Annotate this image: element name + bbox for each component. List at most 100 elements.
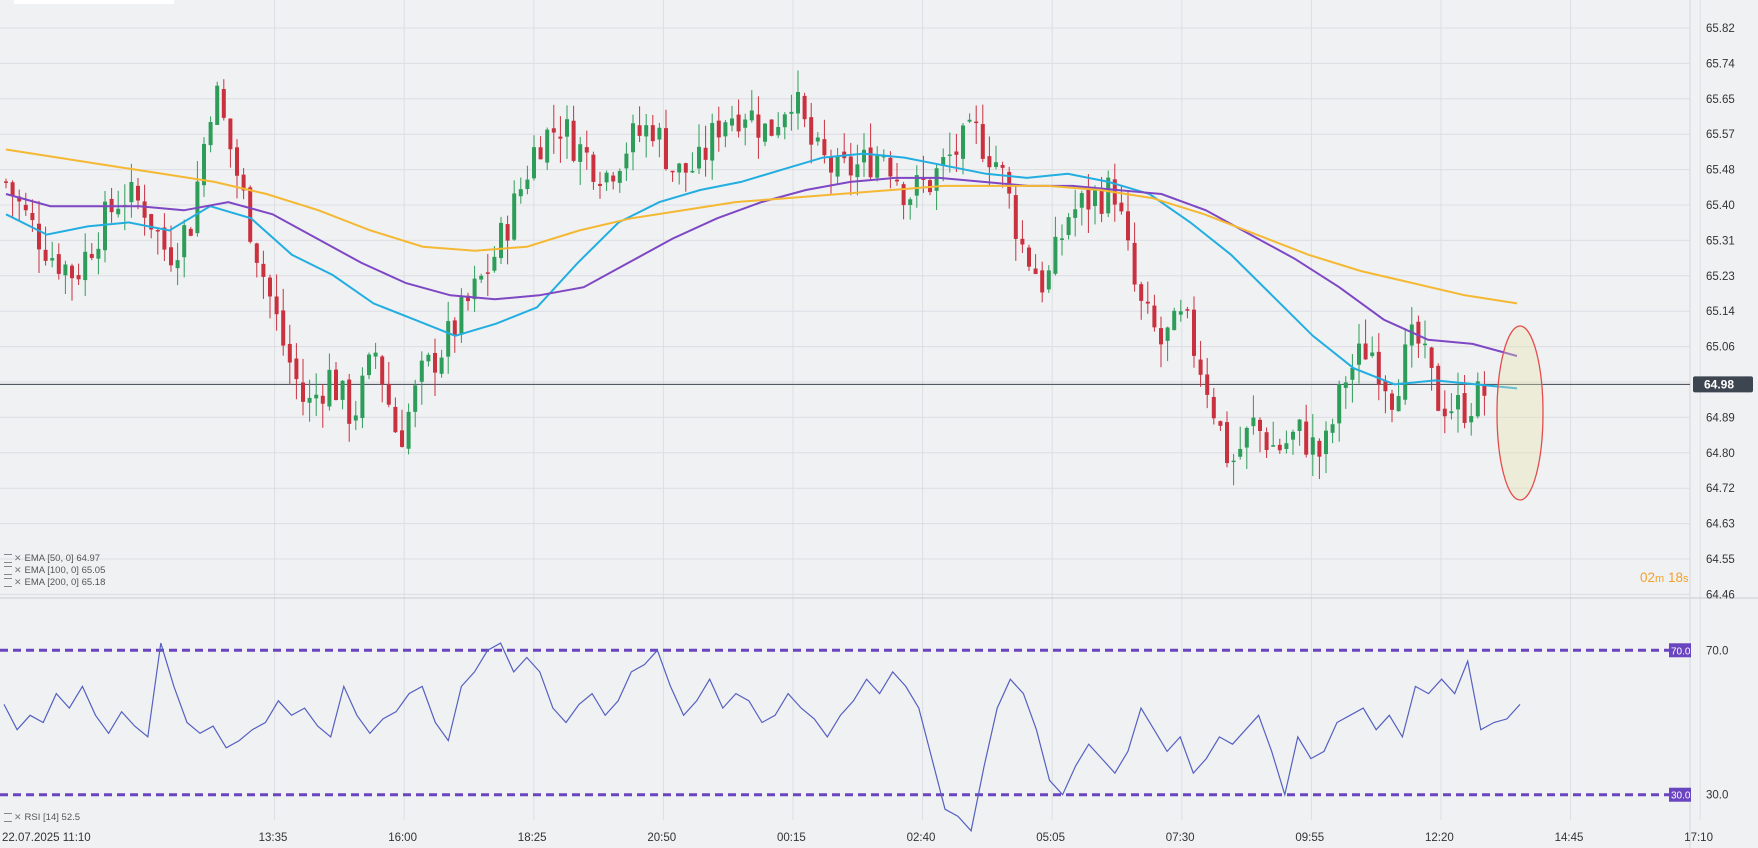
candle-body <box>901 184 906 206</box>
candle-body <box>571 120 576 161</box>
candle-body <box>782 114 787 128</box>
candle-body <box>400 430 404 447</box>
ema50-legend[interactable]: ✕ EMA [50, 0] 64.97 <box>4 552 100 565</box>
candle-body <box>730 118 734 126</box>
close-icon[interactable]: ✕ <box>14 565 22 575</box>
candle-body <box>1238 448 1243 457</box>
candle-body <box>129 181 134 203</box>
candle-body <box>274 296 279 315</box>
candle-body <box>974 121 979 124</box>
candle-body <box>426 354 431 362</box>
candle-body <box>1046 270 1051 290</box>
rsi-line <box>3 642 1521 833</box>
candle-body <box>393 406 398 433</box>
candle-body <box>908 199 913 205</box>
candle-body <box>30 213 35 221</box>
close-icon[interactable]: ✕ <box>14 577 22 587</box>
candle-body <box>499 222 503 259</box>
candle-body <box>980 124 985 159</box>
candle-body <box>756 114 761 138</box>
candle-body <box>1119 202 1124 212</box>
candle-body <box>1304 421 1309 455</box>
candle-body <box>545 129 550 163</box>
ema-line-2 <box>5 148 1518 305</box>
candle-body <box>875 155 880 178</box>
candle-body <box>1132 242 1137 285</box>
candle-body <box>1310 437 1315 455</box>
candle-body <box>1205 374 1210 395</box>
ema200-legend[interactable]: ✕ EMA [200, 0] 65.18 <box>4 576 105 589</box>
annotations <box>1496 325 1544 501</box>
candle-body <box>776 127 781 136</box>
candle-body <box>815 137 820 142</box>
price-tick: 65.65 <box>1706 94 1735 106</box>
candle-body <box>1020 238 1025 245</box>
candle-body <box>1376 351 1381 385</box>
candle-body <box>1297 419 1302 432</box>
top-white-box <box>14 0 174 4</box>
candle-body <box>994 162 998 167</box>
candle-body <box>188 228 193 236</box>
time-tick: 07:30 <box>1166 832 1195 844</box>
candle-body <box>63 264 68 276</box>
candle-body <box>505 224 510 241</box>
candle-body <box>1469 416 1474 423</box>
close-icon[interactable]: ✕ <box>14 553 22 563</box>
candle-body <box>868 147 873 178</box>
candle-countdown: 02m 18s <box>1640 570 1689 585</box>
price-tick: 64.72 <box>1706 483 1735 495</box>
candle-body <box>479 275 484 280</box>
candle-body <box>763 123 767 142</box>
ema100-legend[interactable]: ✕ EMA [100, 0] 65.05 <box>4 564 105 577</box>
rsi-level-label: 30.0 <box>1671 791 1691 802</box>
candle-body <box>1231 460 1236 463</box>
candle-body <box>307 397 312 403</box>
candle-body <box>1390 393 1394 410</box>
price-tick: 65.57 <box>1706 129 1735 141</box>
candle-body <box>37 223 41 250</box>
candle-body <box>169 247 173 266</box>
candle-body <box>347 379 352 424</box>
candle-body <box>301 382 305 402</box>
candle-body <box>683 163 688 173</box>
current-price-tag <box>1693 376 1753 393</box>
candle-body <box>921 177 926 181</box>
candle-body <box>334 369 338 401</box>
candle-body <box>710 123 715 161</box>
rsi-legend[interactable]: ✕ RSI [14] 52.5 <box>4 812 80 823</box>
candle-body <box>1192 309 1196 356</box>
candle-body <box>89 254 94 258</box>
candle-body <box>10 182 15 196</box>
candle-body <box>380 356 385 385</box>
candle-body <box>961 125 965 159</box>
candle-body <box>254 243 259 263</box>
highlight-ellipse <box>1496 325 1544 501</box>
candle-body <box>1324 430 1328 455</box>
candle-body <box>1409 324 1414 346</box>
price-tick: 65.31 <box>1706 235 1735 247</box>
candle-body <box>439 357 444 374</box>
candle-body <box>50 258 55 261</box>
candle-body <box>598 183 602 186</box>
price-tick: 65.40 <box>1706 200 1735 212</box>
candle-body <box>248 187 253 242</box>
candle-body <box>697 146 701 169</box>
candle-body <box>241 174 246 191</box>
price-tick: 65.82 <box>1706 23 1735 35</box>
candle-body <box>1416 321 1421 344</box>
indicator-settings-icon <box>4 565 12 575</box>
candle-body <box>1027 247 1031 267</box>
candle-body <box>1106 177 1111 214</box>
candle-body <box>1165 327 1170 341</box>
candle-body <box>703 147 708 160</box>
candle-body <box>1159 328 1163 345</box>
candle-body <box>281 310 286 346</box>
candle-body <box>644 125 649 137</box>
candle-body <box>1436 365 1441 411</box>
candle-body <box>23 204 28 211</box>
candle-body <box>538 147 543 160</box>
candle-body <box>716 120 721 138</box>
price-tick: 64.89 <box>1706 412 1735 424</box>
candle-body <box>736 114 741 132</box>
